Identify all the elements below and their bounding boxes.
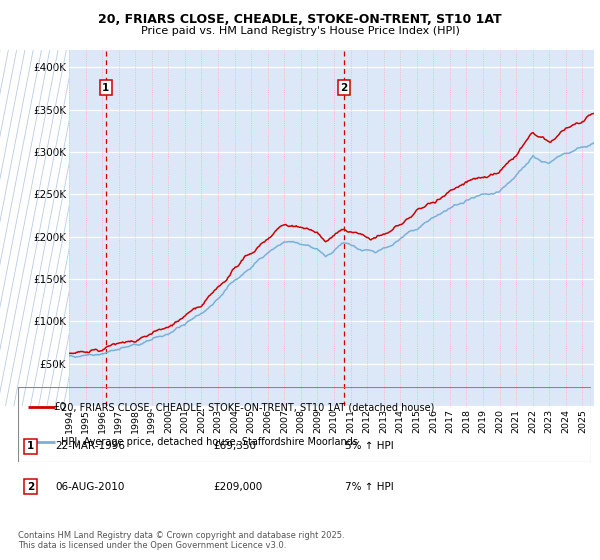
Text: 2: 2 <box>27 482 34 492</box>
Text: 5% ↑ HPI: 5% ↑ HPI <box>344 441 394 451</box>
Text: 2: 2 <box>340 83 347 93</box>
Text: 1: 1 <box>27 441 34 451</box>
Text: 20, FRIARS CLOSE, CHEADLE, STOKE-ON-TRENT, ST10 1AT (detached house): 20, FRIARS CLOSE, CHEADLE, STOKE-ON-TREN… <box>61 402 434 412</box>
Text: Price paid vs. HM Land Registry's House Price Index (HPI): Price paid vs. HM Land Registry's House … <box>140 26 460 36</box>
Text: 20, FRIARS CLOSE, CHEADLE, STOKE-ON-TRENT, ST10 1AT: 20, FRIARS CLOSE, CHEADLE, STOKE-ON-TREN… <box>98 13 502 26</box>
Text: £209,000: £209,000 <box>213 482 262 492</box>
Text: 7% ↑ HPI: 7% ↑ HPI <box>344 482 394 492</box>
Text: 06-AUG-2010: 06-AUG-2010 <box>55 482 125 492</box>
Text: 22-MAR-1996: 22-MAR-1996 <box>55 441 125 451</box>
Text: HPI: Average price, detached house, Staffordshire Moorlands: HPI: Average price, detached house, Staf… <box>61 437 358 447</box>
Text: Contains HM Land Registry data © Crown copyright and database right 2025.
This d: Contains HM Land Registry data © Crown c… <box>18 530 344 550</box>
Text: £69,350: £69,350 <box>213 441 256 451</box>
Text: 1: 1 <box>102 83 109 93</box>
